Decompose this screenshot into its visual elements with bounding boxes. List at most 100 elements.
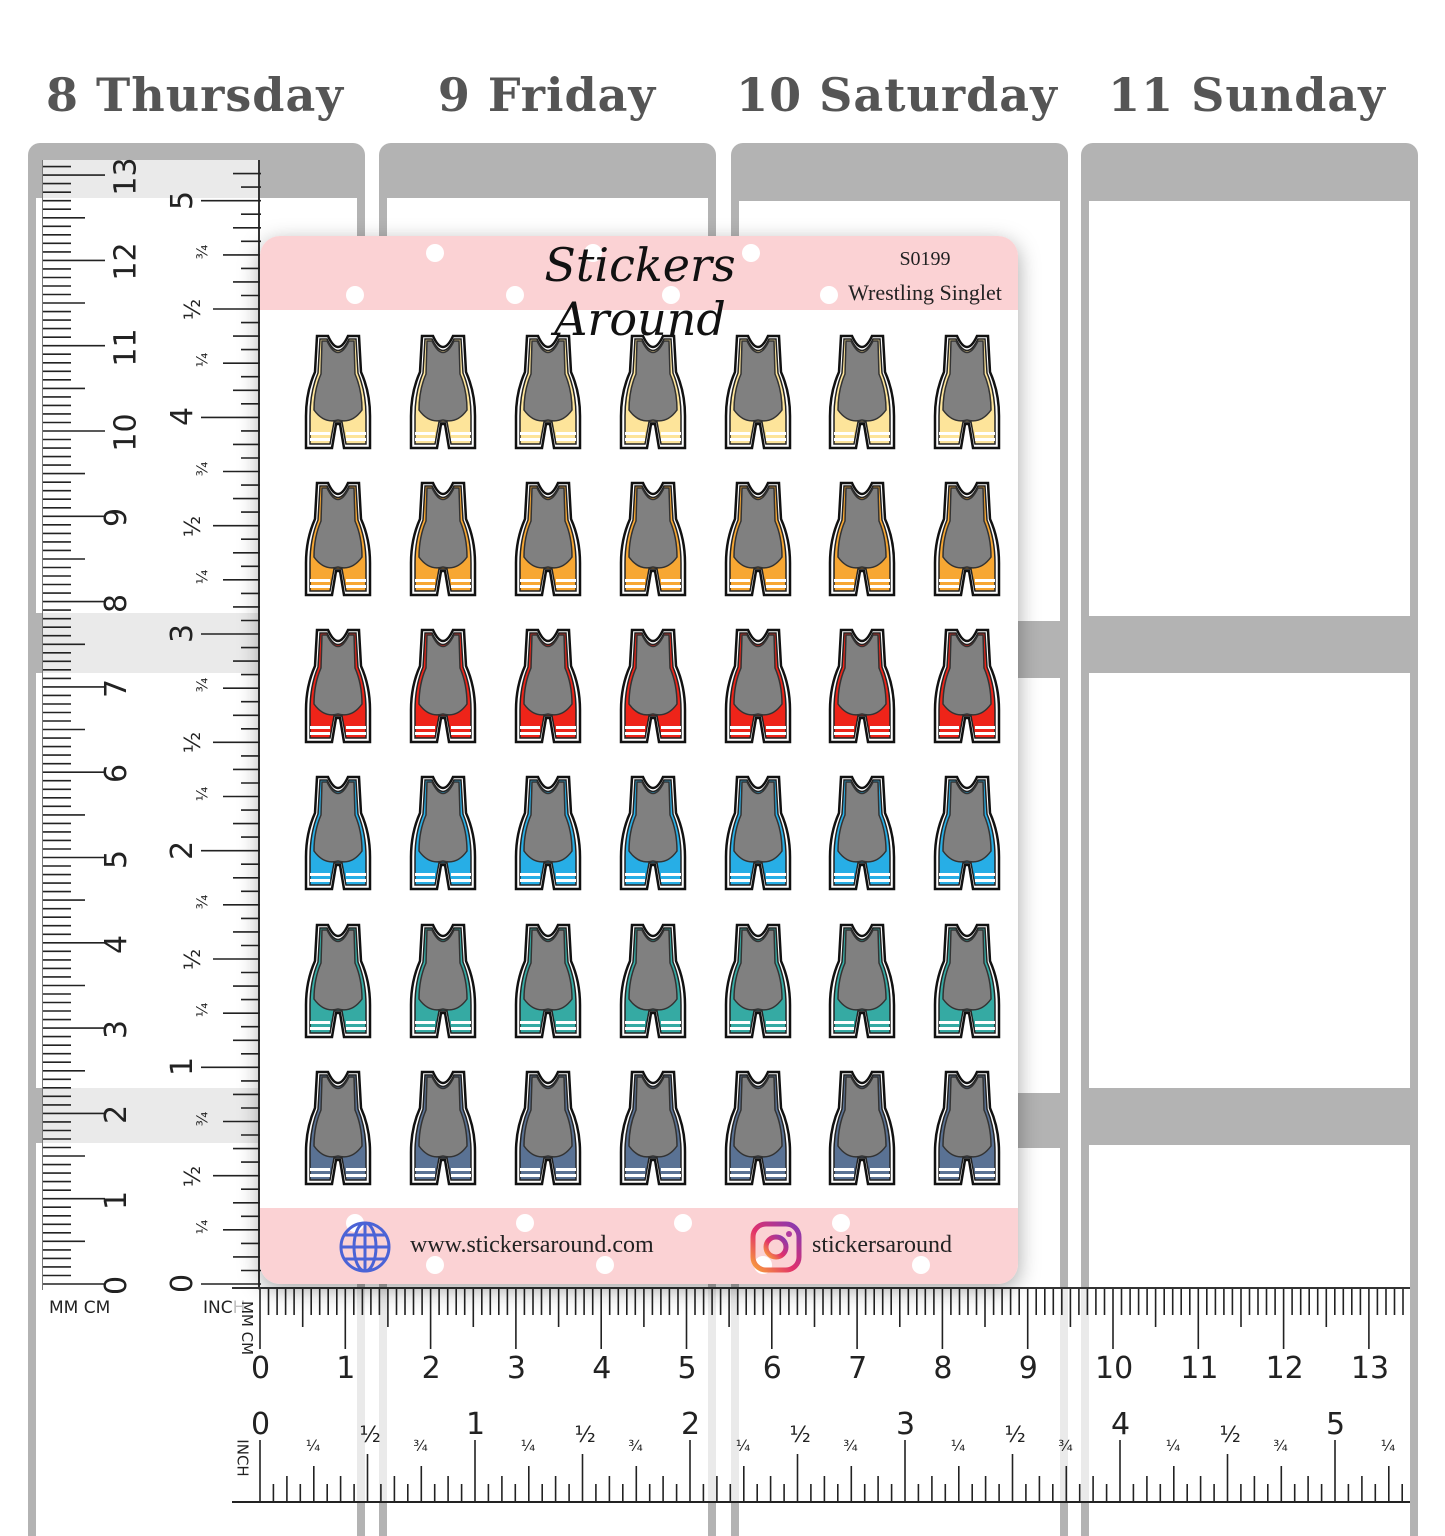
vertical-ruler-inch-label: 2 (165, 840, 201, 860)
horizontal-ruler-cm-label: 6 (762, 1351, 782, 1386)
wrestling-singlet-sticker (510, 773, 586, 893)
wrestling-singlet-sticker (824, 1068, 900, 1188)
wrestling-singlet-sticker (300, 1068, 376, 1188)
sheet-header: Stickers Around S0199 Wrestling Singlet (260, 236, 1018, 346)
horizontal-ruler-fraction-label: ½ (1004, 1423, 1026, 1448)
wrestling-singlet-sticker (824, 479, 900, 599)
vertical-ruler-inch-label: 4 (165, 407, 201, 427)
horizontal-ruler-fraction-label: ¼ (950, 1437, 966, 1455)
wrestling-singlet-sticker (405, 626, 481, 746)
wrestling-singlet-sticker (824, 921, 900, 1041)
sticker-sheet: Stickers Around S0199 Wrestling Singlet … (260, 236, 1018, 1284)
day-header-sunday: 11 Sunday (1108, 68, 1386, 122)
wrestling-singlet-sticker (405, 1068, 481, 1188)
vertical-ruler-cm-label: 4 (99, 934, 135, 954)
vertical-ruler-unit-left: MM CM (49, 1298, 111, 1318)
horizontal-ruler-fraction-label: ¼ (305, 1437, 321, 1455)
vertical-ruler-fraction-label: ½ (181, 948, 207, 971)
wrestling-singlet-sticker (510, 921, 586, 1041)
horizontal-ruler-ticks (232, 1289, 1410, 1503)
sheet-subtitle: Wrestling Singlet (848, 280, 1002, 305)
vertical-ruler-cm-label: 9 (99, 508, 135, 528)
horizontal-ruler-cm-label: 1 (336, 1351, 356, 1386)
wrestling-singlet-sticker (510, 626, 586, 746)
wrestling-singlet-sticker (824, 626, 900, 746)
vertical-ruler-inch-label: 1 (165, 1057, 201, 1077)
wrestling-singlet-sticker (929, 1068, 1005, 1188)
wrestling-singlet-sticker (615, 1068, 691, 1188)
horizontal-ruler-cm-label: 12 (1265, 1351, 1304, 1386)
wrestling-singlet-sticker (720, 773, 796, 893)
horizontal-ruler-cm-label: 4 (592, 1351, 612, 1386)
wrestling-singlet-sticker (720, 921, 796, 1041)
horizontal-ruler-fraction-label: ½ (359, 1423, 381, 1448)
instagram-handle[interactable]: stickersaround (812, 1232, 952, 1258)
day-header-friday: 9 Friday (437, 68, 657, 122)
vertical-ruler-cm-label: 13 (108, 157, 144, 196)
horizontal-ruler-cm-label: 10 (1095, 1351, 1134, 1386)
day-header-saturday: 10 Saturday (736, 68, 1058, 122)
wrestling-singlet-sticker (405, 479, 481, 599)
vertical-ruler-fraction-label: ¾ (193, 1111, 212, 1126)
vertical-ruler-ticks (43, 165, 261, 1285)
vertical-ruler-cm-label: 5 (99, 849, 135, 869)
wrestling-singlet-sticker (510, 1068, 586, 1188)
day-header-thursday: 8 Thursday (46, 68, 344, 122)
horizontal-ruler-fraction-label: ¾ (1273, 1437, 1288, 1455)
horizontal-ruler-cm-label: 8 (933, 1351, 953, 1386)
wrestling-singlet-sticker (929, 332, 1005, 452)
vertical-ruler-inch-label: 3 (165, 623, 201, 644)
horizontal-ruler-unit-top: MM CM (238, 1300, 257, 1356)
vertical-ruler-cm-label: 7 (99, 678, 135, 698)
horizontal-ruler-fraction-label: ¼ (520, 1437, 536, 1455)
horizontal-ruler-fraction-label: ½ (1219, 1423, 1241, 1448)
vertical-ruler-inch-label: 0 (165, 1273, 201, 1294)
horizontal-ruler-fraction-label: ¾ (413, 1437, 428, 1455)
vertical-ruler-cm-label: 3 (99, 1020, 135, 1040)
horizontal-ruler-inch-label: 0 (251, 1407, 271, 1442)
wrestling-singlet-sticker (929, 626, 1005, 746)
wrestling-singlet-sticker (615, 921, 691, 1041)
horizontal-ruler-cm-label: 13 (1350, 1351, 1390, 1386)
vertical-ruler-cm-label: 12 (108, 242, 144, 281)
wrestling-singlet-sticker (720, 332, 796, 452)
horizontal-ruler-cm-label: 9 (1018, 1351, 1038, 1386)
vertical-ruler-fraction-label: ¼ (193, 352, 212, 368)
vertical-ruler-fraction-label: ¾ (193, 244, 212, 260)
vertical-ruler-cm-label: 8 (99, 593, 135, 613)
vertical-ruler-cm-label: 10 (108, 413, 144, 452)
wrestling-singlet-sticker (405, 921, 481, 1041)
vertical-ruler-fraction-label: ½ (181, 1165, 207, 1187)
wrestling-singlet-sticker (615, 332, 691, 452)
wrestling-singlet-sticker (720, 479, 796, 599)
vertical-ruler-inch-label: 5 (165, 190, 201, 210)
wrestling-singlet-sticker (929, 773, 1005, 893)
vertical-ruler-cm-label: 1 (99, 1190, 135, 1210)
horizontal-ruler-cm-label: 7 (848, 1351, 868, 1386)
wrestling-singlet-sticker (405, 332, 481, 452)
wrestling-singlet-sticker (720, 1068, 796, 1188)
vertical-ruler-cm-label: 2 (99, 1105, 135, 1125)
vertical-ruler-cm-label: 0 (99, 1275, 135, 1296)
horizontal-ruler-inch-label: 1 (466, 1407, 486, 1442)
vertical-ruler: MM CM INCH 0 1 2 3 4 5 6 7 8 9 10 11 12 13 0 1 2 3 4 5 ¼ ½ ¾ ¼ ½… (42, 157, 261, 1318)
vertical-ruler-fraction-label: ¼ (193, 1002, 212, 1018)
horizontal-ruler-fraction-label: ¼ (1165, 1437, 1181, 1455)
horizontal-ruler-cm-label: 0 (251, 1351, 271, 1386)
wrestling-singlet-sticker (824, 773, 900, 893)
horizontal-ruler-cm-label: 5 (677, 1351, 697, 1386)
wrestling-singlet-sticker (615, 773, 691, 893)
wrestling-singlet-sticker (405, 773, 481, 893)
wrestling-singlet-sticker (300, 773, 376, 893)
wrestling-singlet-sticker (929, 921, 1005, 1041)
wrestling-singlet-sticker (720, 626, 796, 746)
vertical-ruler-fraction-label: ¾ (193, 677, 212, 693)
vertical-ruler-fraction-label: ¼ (193, 569, 212, 585)
globe-icon (338, 1220, 392, 1278)
wrestling-singlet-sticker (510, 479, 586, 599)
horizontal-ruler-inch-label: 2 (681, 1407, 701, 1442)
wrestling-singlet-sticker (929, 479, 1005, 599)
horizontal-ruler-inch-label: 4 (1111, 1407, 1131, 1442)
horizontal-ruler-fraction-label: ¾ (1058, 1437, 1073, 1455)
website-link[interactable]: www.stickersaround.com (410, 1232, 654, 1258)
